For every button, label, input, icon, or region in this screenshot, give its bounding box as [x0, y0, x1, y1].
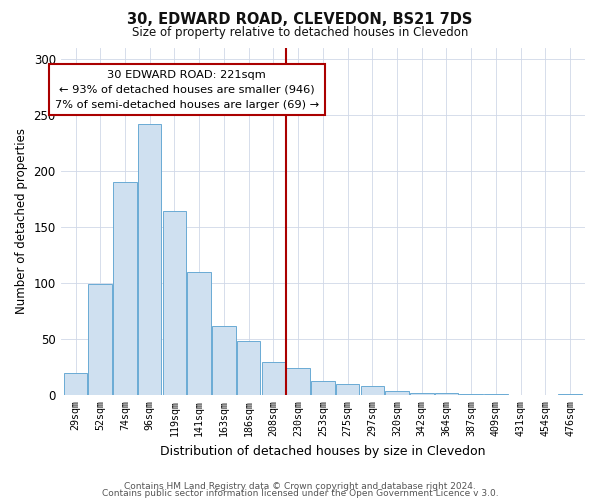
Bar: [460, 394, 483, 396]
Bar: [187, 272, 211, 396]
Bar: [138, 124, 161, 396]
Bar: [559, 394, 582, 396]
Text: Size of property relative to detached houses in Clevedon: Size of property relative to detached ho…: [132, 26, 468, 39]
Text: Contains HM Land Registry data © Crown copyright and database right 2024.: Contains HM Land Registry data © Crown c…: [124, 482, 476, 491]
Bar: [311, 380, 335, 396]
Bar: [113, 182, 137, 396]
Bar: [385, 391, 409, 396]
Bar: [336, 384, 359, 396]
Text: Contains public sector information licensed under the Open Government Licence v : Contains public sector information licen…: [101, 489, 499, 498]
Text: 30, EDWARD ROAD, CLEVEDON, BS21 7DS: 30, EDWARD ROAD, CLEVEDON, BS21 7DS: [127, 12, 473, 28]
Bar: [64, 373, 87, 396]
Bar: [237, 342, 260, 396]
X-axis label: Distribution of detached houses by size in Clevedon: Distribution of detached houses by size …: [160, 444, 485, 458]
Bar: [88, 284, 112, 396]
Y-axis label: Number of detached properties: Number of detached properties: [15, 128, 28, 314]
Bar: [212, 326, 236, 396]
Bar: [410, 393, 434, 396]
Bar: [262, 362, 285, 396]
Bar: [484, 394, 508, 396]
Bar: [361, 386, 384, 396]
Bar: [163, 212, 186, 396]
Bar: [286, 368, 310, 396]
Bar: [435, 393, 458, 396]
Text: 30 EDWARD ROAD: 221sqm
← 93% of detached houses are smaller (946)
7% of semi-det: 30 EDWARD ROAD: 221sqm ← 93% of detached…: [55, 70, 319, 110]
